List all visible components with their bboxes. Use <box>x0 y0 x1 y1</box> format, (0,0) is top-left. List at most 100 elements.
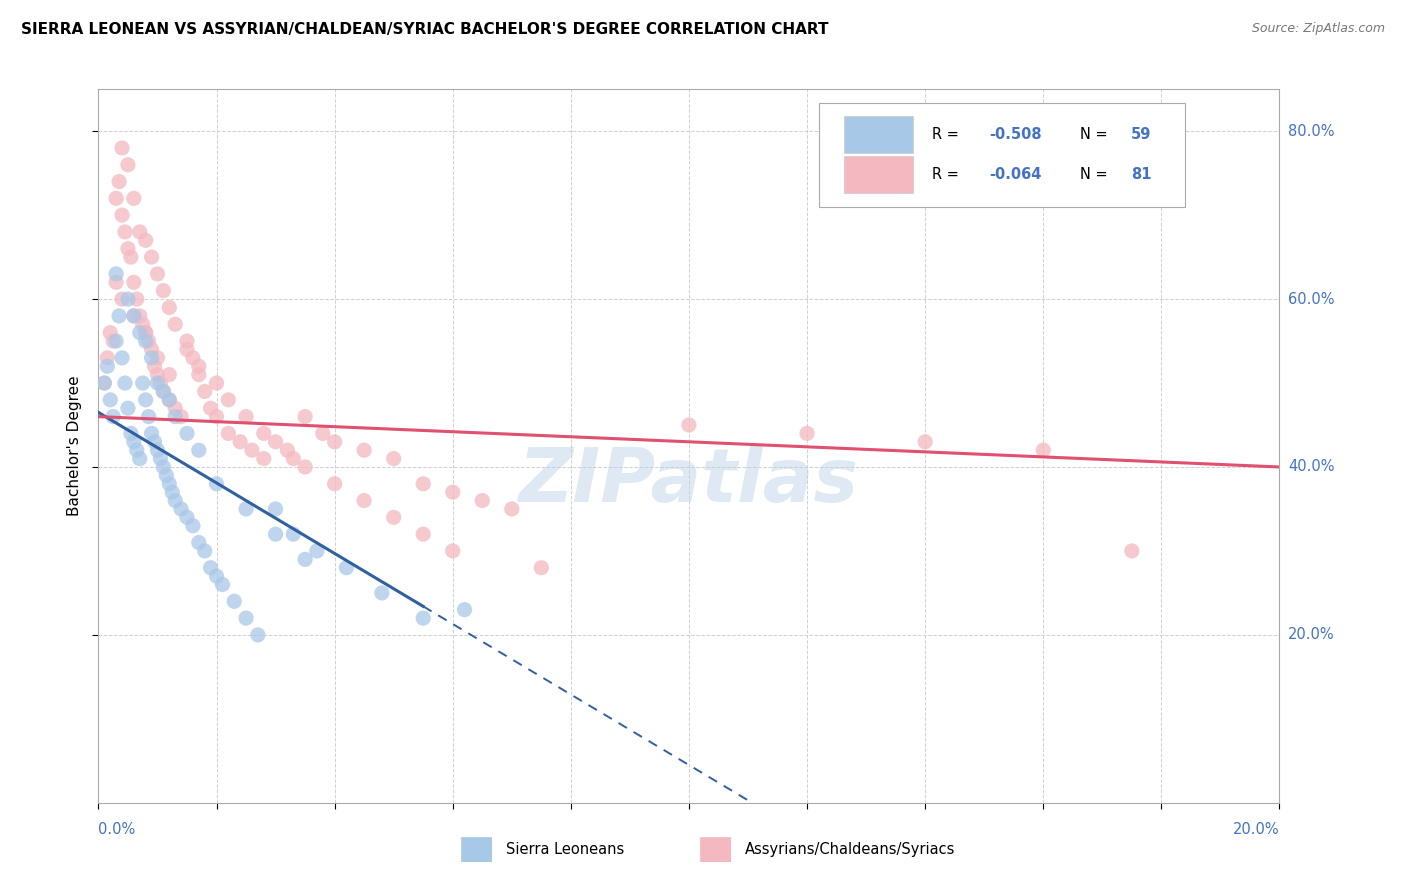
Point <box>371 586 394 600</box>
Point <box>105 191 128 205</box>
Point <box>141 351 163 365</box>
Point <box>98 326 121 340</box>
Point <box>157 392 180 407</box>
Point <box>152 284 174 298</box>
Text: N =: N = <box>1080 168 1112 182</box>
Point <box>382 451 405 466</box>
Point <box>135 392 157 407</box>
Point <box>441 485 464 500</box>
Point <box>122 191 145 205</box>
Point <box>128 309 150 323</box>
Point <box>143 434 166 449</box>
Point <box>146 376 169 390</box>
Point <box>217 392 239 407</box>
FancyBboxPatch shape <box>818 103 1185 207</box>
Point <box>146 443 169 458</box>
Point <box>128 225 150 239</box>
Point <box>96 359 118 374</box>
Point <box>105 334 128 348</box>
Point <box>305 544 328 558</box>
Point <box>152 384 174 399</box>
Point <box>914 434 936 449</box>
Point <box>276 443 298 458</box>
Point <box>111 351 134 365</box>
Point <box>135 326 157 340</box>
Point <box>120 426 142 441</box>
Text: 40.0%: 40.0% <box>1288 459 1334 475</box>
Point <box>264 502 287 516</box>
Point <box>176 510 198 524</box>
Point <box>152 384 174 399</box>
Text: Sierra Leoneans: Sierra Leoneans <box>506 842 624 856</box>
Point <box>143 359 166 374</box>
Point <box>157 392 180 407</box>
Point <box>155 468 177 483</box>
Point <box>98 392 121 407</box>
Point <box>128 326 150 340</box>
Text: SIERRA LEONEAN VS ASSYRIAN/CHALDEAN/SYRIAC BACHELOR'S DEGREE CORRELATION CHART: SIERRA LEONEAN VS ASSYRIAN/CHALDEAN/SYRI… <box>21 22 828 37</box>
Point <box>176 426 198 441</box>
Point <box>122 309 145 323</box>
Point <box>229 434 252 449</box>
Point <box>146 368 169 382</box>
Point <box>105 275 128 289</box>
Text: Source: ZipAtlas.com: Source: ZipAtlas.com <box>1251 22 1385 36</box>
Point <box>117 292 139 306</box>
Y-axis label: Bachelor's Degree: Bachelor's Degree <box>66 376 82 516</box>
Text: -0.508: -0.508 <box>988 127 1042 142</box>
Point <box>211 577 233 591</box>
Point <box>194 384 217 399</box>
Text: 59: 59 <box>1130 127 1152 142</box>
Point <box>122 275 145 289</box>
Point <box>294 460 316 475</box>
Point <box>501 502 523 516</box>
Point <box>117 242 139 256</box>
Point <box>132 376 155 390</box>
Point <box>111 292 134 306</box>
Point <box>170 502 193 516</box>
Point <box>105 267 128 281</box>
Point <box>253 451 276 466</box>
Point <box>141 343 163 357</box>
Point <box>120 250 142 264</box>
Point <box>103 409 125 424</box>
Point <box>93 376 115 390</box>
Text: R =: R = <box>932 127 963 142</box>
Point <box>240 443 263 458</box>
Point <box>471 493 494 508</box>
Point <box>181 518 204 533</box>
Point <box>796 426 818 441</box>
Point <box>157 476 180 491</box>
Point <box>108 309 131 323</box>
Point <box>162 485 183 500</box>
Point <box>108 175 131 189</box>
Point <box>157 368 180 382</box>
Point <box>165 409 187 424</box>
Point <box>678 417 700 432</box>
Point <box>165 493 187 508</box>
Point <box>176 334 198 348</box>
Point <box>135 326 157 340</box>
Point <box>181 351 204 365</box>
Point <box>412 527 434 541</box>
Text: 80.0%: 80.0% <box>1288 124 1334 138</box>
FancyBboxPatch shape <box>844 156 914 194</box>
Point <box>128 451 150 466</box>
Point <box>1121 544 1143 558</box>
Point <box>132 318 155 332</box>
Point <box>224 594 246 608</box>
Text: -0.064: -0.064 <box>988 168 1042 182</box>
Point <box>125 443 148 458</box>
Text: 0.0%: 0.0% <box>98 822 135 837</box>
Point <box>412 476 434 491</box>
Point <box>217 426 239 441</box>
Point <box>235 409 257 424</box>
Text: 20.0%: 20.0% <box>1288 627 1334 642</box>
Point <box>253 426 276 441</box>
Point <box>200 401 222 416</box>
Point <box>149 376 172 390</box>
Point <box>117 158 139 172</box>
Point <box>353 493 375 508</box>
Point <box>441 544 464 558</box>
Text: 20.0%: 20.0% <box>1233 822 1279 837</box>
